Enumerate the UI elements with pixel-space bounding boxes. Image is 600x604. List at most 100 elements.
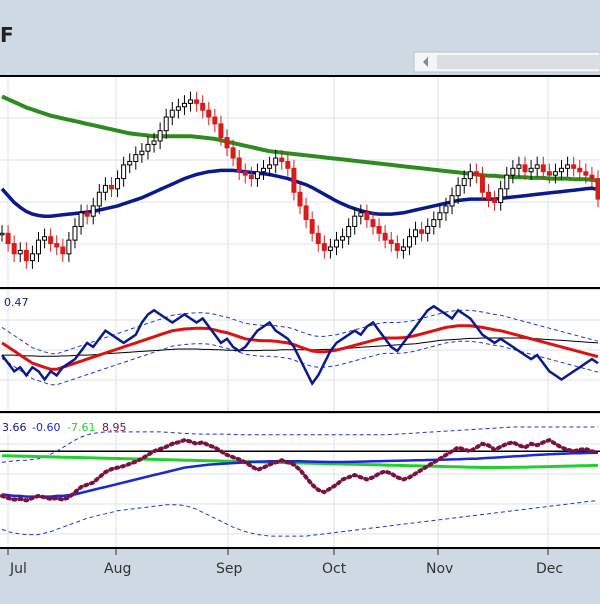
oscillator-dotted-line (0, 437, 600, 503)
x-tick-label: Sep (216, 561, 243, 577)
candle-body (54, 243, 60, 248)
candle-body (248, 174, 254, 180)
osc-legend-value-3: -7.61 (67, 421, 95, 434)
candle-body (121, 164, 127, 180)
candle-body (419, 229, 425, 234)
candle-body (486, 191, 492, 200)
candle-body (388, 239, 394, 245)
candle-body (163, 116, 169, 132)
candle-body (175, 106, 181, 111)
osc-legend-value-1: 3.66 (2, 421, 27, 434)
candle-body (437, 212, 443, 221)
candle-body (583, 171, 589, 176)
candle-body (498, 188, 504, 204)
candle-body (200, 102, 206, 111)
candle-body (565, 164, 571, 169)
candle-body (279, 157, 285, 162)
candle-body (449, 195, 455, 207)
candle-body (333, 239, 339, 248)
candle-body (510, 167, 516, 176)
x-tick-label: Aug (104, 561, 131, 577)
ticker-title: F (0, 23, 14, 47)
oscillator-lower-band (1, 499, 599, 537)
candle-body (431, 219, 437, 227)
candle-body (242, 171, 248, 176)
x-axis: Jul Aug Sep Oct Nov Dec (0, 549, 600, 600)
candle-body (425, 225, 431, 234)
scroll-left-icon[interactable] (423, 57, 428, 67)
candle-body (224, 137, 230, 149)
candle-body (133, 154, 139, 162)
candle-body (0, 232, 5, 236)
candle-body (115, 178, 121, 190)
candle-body (206, 109, 212, 118)
candle-body (461, 178, 467, 186)
oscillator-panel (0, 414, 600, 549)
x-tick-label: Nov (426, 561, 453, 577)
candle-body (534, 164, 540, 169)
candle-body (455, 184, 461, 197)
candle-body (145, 143, 151, 152)
candle-body (236, 157, 242, 173)
candle-body (522, 164, 528, 173)
candle-body (212, 116, 218, 125)
candle-body (376, 225, 382, 234)
candle-body (540, 164, 546, 173)
candle-body (72, 225, 78, 241)
indicator-main-line (1, 304, 599, 386)
candle-body (169, 109, 175, 118)
candle-body (370, 219, 376, 227)
candle-body (23, 249, 29, 262)
candle-body (321, 243, 327, 251)
candle-body (90, 205, 96, 217)
candle-body (358, 212, 364, 217)
candle-body (218, 123, 224, 139)
candle-body (577, 167, 583, 173)
candle-body (188, 99, 194, 104)
candle-body (17, 249, 23, 255)
candle-body (309, 219, 315, 234)
ma-long-line (1, 94, 599, 183)
candle-body (108, 184, 114, 190)
candle-body (394, 243, 400, 251)
scrollbar[interactable] (413, 51, 600, 73)
candle-body (230, 147, 236, 159)
candle-body (571, 164, 577, 169)
oscillator-legend: 3.66 -0.60 -7.61 8.95 (2, 421, 127, 434)
indicator-bg (0, 290, 600, 412)
candle-body (400, 246, 406, 251)
scrollbar-thumb[interactable] (437, 55, 600, 69)
x-axis-bg (0, 549, 600, 600)
oscillator-upper-band (1, 426, 598, 463)
oscillator-legend-bg (0, 414, 600, 434)
candle-body (151, 140, 157, 145)
candle-body (11, 243, 17, 255)
indicator-legend-value: 0.47 (4, 296, 29, 309)
indicator-signal-line (1, 324, 599, 371)
candle-body (78, 212, 84, 227)
indicator-panel (0, 290, 600, 413)
candle-body (473, 171, 479, 176)
candle-body (352, 215, 358, 227)
candle-body (559, 167, 565, 173)
indicator-upper-band (1, 309, 599, 355)
x-tick-label: Dec (536, 561, 563, 577)
candle-body (346, 225, 352, 238)
candle-body (60, 246, 66, 255)
candle-body (315, 232, 321, 245)
candle-body (29, 253, 35, 262)
candle-body (66, 239, 72, 255)
candle-body (254, 171, 260, 180)
candle-body (504, 174, 510, 190)
candle-body (492, 198, 498, 204)
candle-body (340, 236, 346, 241)
oscillator-blue-line (1, 451, 599, 498)
candle-body (291, 167, 297, 193)
candle-body (479, 174, 485, 193)
candle-body (364, 212, 370, 221)
candle-body (273, 157, 279, 166)
candle-body (181, 102, 187, 108)
candle-body (589, 174, 595, 180)
candle-body (297, 191, 303, 207)
